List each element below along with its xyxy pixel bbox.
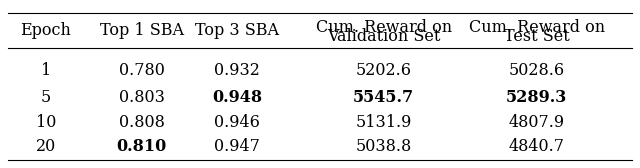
- Text: 5202.6: 5202.6: [356, 62, 412, 79]
- Text: 1: 1: [41, 62, 51, 79]
- Text: 0.947: 0.947: [214, 138, 260, 155]
- Text: Top 1 SBA: Top 1 SBA: [100, 22, 184, 39]
- Text: 0.946: 0.946: [214, 114, 260, 131]
- Text: 0.780: 0.780: [118, 62, 164, 79]
- Text: Validation Set: Validation Set: [327, 28, 440, 45]
- Text: 0.808: 0.808: [118, 114, 164, 131]
- Text: 0.948: 0.948: [212, 89, 262, 106]
- Text: 10: 10: [36, 114, 56, 131]
- Text: Top 3 SBA: Top 3 SBA: [195, 22, 279, 39]
- Text: 5: 5: [41, 89, 51, 106]
- Text: 20: 20: [36, 138, 56, 155]
- Text: 5038.8: 5038.8: [356, 138, 412, 155]
- Text: Cum. Reward on: Cum. Reward on: [316, 19, 452, 36]
- Text: Test Set: Test Set: [504, 28, 570, 45]
- Text: 0.932: 0.932: [214, 62, 260, 79]
- Text: Cum. Reward on: Cum. Reward on: [468, 19, 605, 36]
- Text: 5131.9: 5131.9: [356, 114, 412, 131]
- Text: 0.810: 0.810: [116, 138, 166, 155]
- Text: 4840.7: 4840.7: [509, 138, 564, 155]
- Text: 5028.6: 5028.6: [509, 62, 564, 79]
- Text: Epoch: Epoch: [20, 22, 72, 39]
- Text: 0.803: 0.803: [118, 89, 164, 106]
- Text: 5289.3: 5289.3: [506, 89, 567, 106]
- Text: 4807.9: 4807.9: [509, 114, 564, 131]
- Text: 5545.7: 5545.7: [353, 89, 414, 106]
